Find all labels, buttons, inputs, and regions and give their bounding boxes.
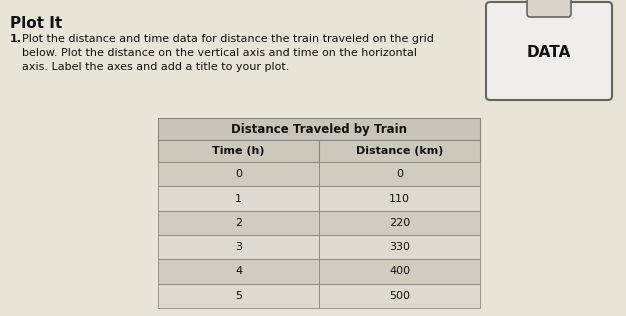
Text: 3: 3 xyxy=(235,242,242,252)
Text: DATA: DATA xyxy=(527,45,571,60)
Text: 1.: 1. xyxy=(10,34,22,44)
FancyBboxPatch shape xyxy=(527,0,571,17)
Text: Plot It: Plot It xyxy=(10,16,62,31)
Text: Time (h): Time (h) xyxy=(212,146,265,156)
Text: 5: 5 xyxy=(235,291,242,301)
Bar xyxy=(158,284,319,308)
Text: 330: 330 xyxy=(389,242,410,252)
Text: 0: 0 xyxy=(235,169,242,179)
Bar xyxy=(319,140,480,162)
Bar xyxy=(319,284,480,308)
Bar xyxy=(319,162,480,186)
Bar xyxy=(319,235,480,259)
Text: 400: 400 xyxy=(389,266,410,276)
Bar xyxy=(158,140,319,162)
Text: Distance (km): Distance (km) xyxy=(356,146,443,156)
Text: 0: 0 xyxy=(396,169,403,179)
Text: 220: 220 xyxy=(389,218,410,228)
Bar xyxy=(319,259,480,284)
Bar xyxy=(158,162,319,186)
Bar xyxy=(158,118,480,140)
Bar xyxy=(158,186,319,211)
Bar xyxy=(158,235,319,259)
Bar xyxy=(319,211,480,235)
Text: 2: 2 xyxy=(235,218,242,228)
Text: 500: 500 xyxy=(389,291,410,301)
Text: 110: 110 xyxy=(389,193,410,204)
FancyBboxPatch shape xyxy=(486,2,612,100)
Text: Distance Traveled by Train: Distance Traveled by Train xyxy=(231,123,407,136)
Text: 4: 4 xyxy=(235,266,242,276)
Bar xyxy=(319,186,480,211)
Bar xyxy=(158,259,319,284)
Text: 1: 1 xyxy=(235,193,242,204)
Text: Plot the distance and time data for distance the train traveled on the grid
belo: Plot the distance and time data for dist… xyxy=(22,34,434,72)
Bar xyxy=(158,211,319,235)
